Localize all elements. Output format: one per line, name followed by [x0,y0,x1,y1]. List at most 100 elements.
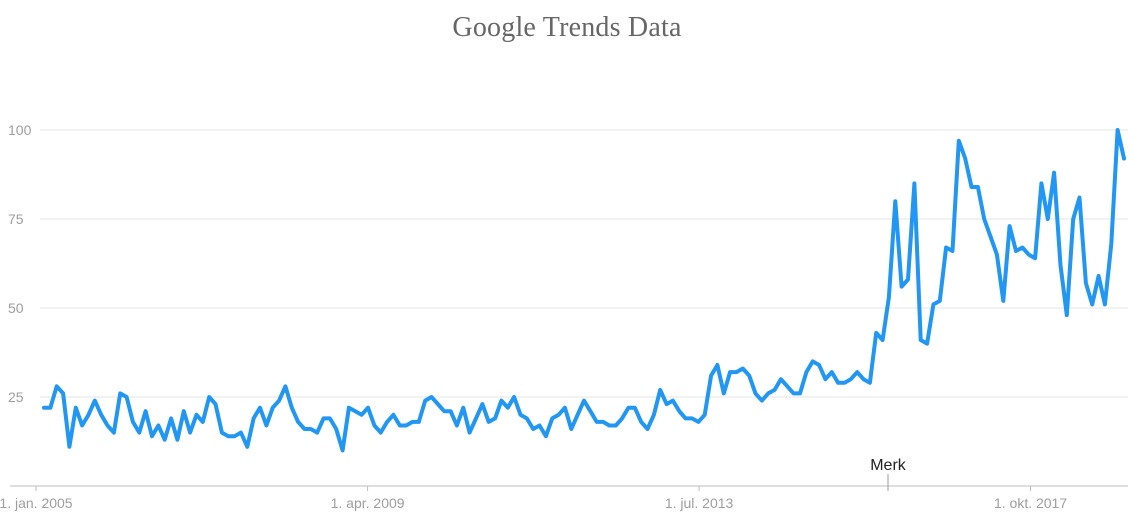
y-tick-label: 100 [8,122,32,138]
data-point [957,139,961,143]
data-point [569,427,573,431]
data-point [1065,313,1069,317]
data-point [798,391,802,395]
data-point [1014,249,1018,253]
data-point [207,395,211,399]
data-point [156,423,160,427]
data-point [525,416,529,420]
data-point [817,363,821,367]
data-point [404,423,408,427]
data-point [696,420,700,424]
data-point [1039,181,1043,185]
data-point [74,406,78,410]
data-point [963,156,967,160]
data-point [582,399,586,403]
data-point [842,381,846,385]
data-point [93,399,97,403]
data-point [430,395,434,399]
chart-title: Google Trends Data [452,12,682,43]
data-point [163,438,167,442]
data-point [1078,196,1082,200]
data-point [328,416,332,420]
data-point [487,420,491,424]
series-line [42,128,1126,453]
data-point [48,406,52,410]
data-point [1001,299,1005,303]
data-point [912,181,916,185]
data-point [258,406,262,410]
data-point [271,406,275,410]
data-point [715,363,719,367]
data-point [42,406,46,410]
data-point [601,420,605,424]
x-tick-label: 1. okt. 2017 [994,495,1067,511]
data-point [849,377,853,381]
data-point [366,406,370,410]
data-point [900,285,904,289]
data-point [506,406,510,410]
data-point [334,427,338,431]
data-point [792,391,796,395]
data-point [226,434,230,438]
data-point [925,342,929,346]
data-point [290,406,294,410]
data-point [595,420,599,424]
data-point [881,338,885,342]
data-point [550,416,554,420]
note-label[interactable]: Merk [870,457,907,474]
data-point [823,377,827,381]
data-point [99,413,103,417]
label-layer: 25 50 75 100 1. jan. 2005 1. apr. 2009 1. jul.… [0,122,1067,511]
data-point [169,416,173,420]
data-point [747,374,751,378]
data-point [779,377,783,381]
data-point [995,253,999,257]
x-tick-label: 1. apr. 2009 [331,495,405,511]
data-point [671,399,675,403]
axis-layer [10,474,1128,491]
data-point [639,420,643,424]
data-point [175,438,179,442]
data-point [150,434,154,438]
data-point [982,217,986,221]
data-point [379,431,383,435]
data-point [137,431,141,435]
data-point [264,423,268,427]
data-point [474,416,478,420]
data-point [709,374,713,378]
data-point [626,406,630,410]
data-point [61,391,65,395]
data-point [67,445,71,449]
data-point [830,370,834,374]
y-tick-label: 75 [8,211,24,227]
data-point [1020,245,1024,249]
data-point [106,423,110,427]
data-point [760,399,764,403]
data-point [201,420,205,424]
data-point [728,370,732,374]
data-point [887,295,891,299]
data-point [385,420,389,424]
data-point [322,416,326,420]
data-point [252,416,256,420]
data-point [245,445,249,449]
data-point [442,409,446,413]
data-point [614,423,618,427]
data-point [499,399,503,403]
data-point [1052,171,1056,175]
data-point [125,395,129,399]
data-point [684,416,688,420]
data-point [1103,302,1107,306]
data-point [112,431,116,435]
data-point [950,249,954,253]
data-point [220,431,224,435]
data-point [970,185,974,189]
data-point [690,416,694,420]
data-point [372,423,376,427]
data-point [296,420,300,424]
data-point [944,245,948,249]
x-tick-label: 1. jul. 2013 [665,495,734,511]
data-point [1027,253,1031,257]
data-point [1109,242,1113,246]
